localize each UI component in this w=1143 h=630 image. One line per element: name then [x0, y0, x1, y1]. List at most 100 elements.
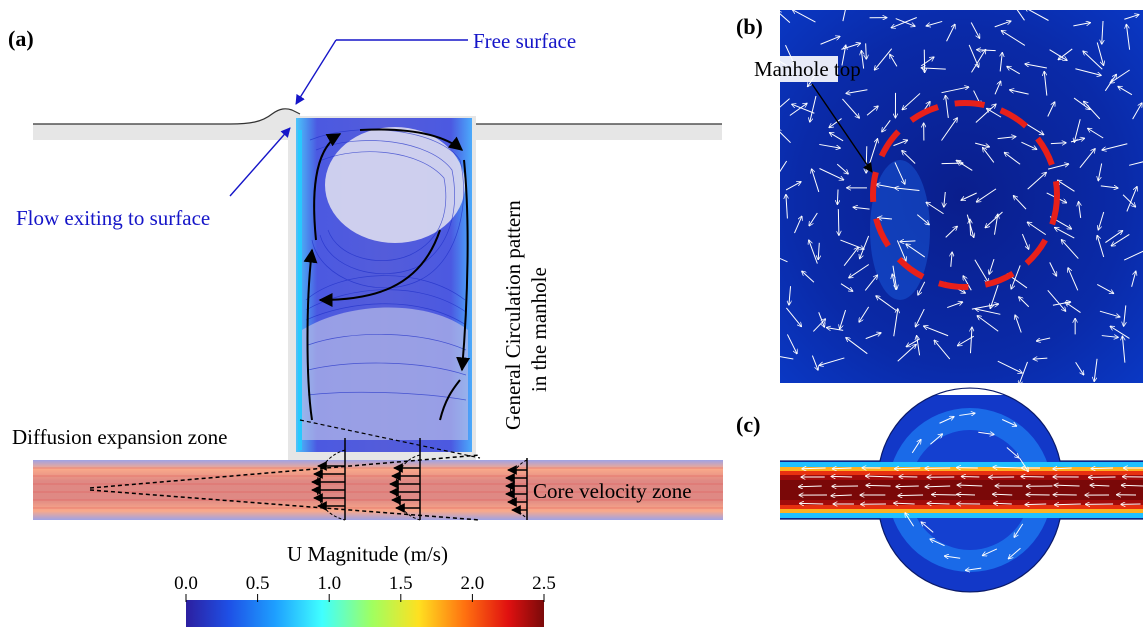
vector-arrow: [853, 207, 870, 209]
vector-arrow: [1053, 468, 1072, 469]
vector-arrow: [926, 20, 943, 26]
colorbar-tick-label: 2.0: [461, 573, 485, 594]
vector-arrow: [1118, 86, 1133, 96]
vector-arrow: [837, 189, 838, 205]
vector-arrow: [911, 439, 921, 454]
vector-arrow: [1124, 305, 1126, 326]
vector-arrow: [799, 503, 824, 504]
vector-arrow: [786, 334, 797, 353]
vector-arrow: [841, 45, 846, 66]
vector-arrow: [1102, 143, 1128, 150]
vector-arrow: [982, 548, 998, 556]
vector-arrow: [1124, 15, 1139, 20]
vector-arrow: [840, 283, 853, 292]
panel-a-label: (a): [8, 26, 34, 51]
vector-arrow: [900, 241, 916, 242]
vector-arrow: [878, 218, 892, 219]
surface-domain: [33, 108, 722, 140]
vector-arrow: [836, 163, 848, 174]
vector-arrow: [970, 22, 979, 39]
vector-arrow: [1004, 152, 1021, 165]
vector-arrow: [1097, 284, 1113, 293]
vector-arrow: [1065, 302, 1081, 313]
vector-arrow: [1050, 143, 1066, 144]
vector-arrow: [876, 296, 897, 311]
manhole-top-callout: Manhole top: [752, 56, 873, 173]
vector-arrow: [978, 432, 994, 434]
vector-arrow: [1027, 172, 1047, 190]
manhole-top-label: Manhole top: [754, 57, 861, 81]
vector-arrow: [829, 133, 844, 142]
vector-arrow: [1025, 504, 1047, 505]
vector-arrow: [846, 338, 868, 355]
vector-arrow: [809, 240, 818, 264]
vector-arrow: [1110, 326, 1130, 339]
vector-arrow: [1021, 476, 1045, 477]
panel-c-outline: [780, 387, 1143, 593]
vector-arrow: [894, 468, 921, 469]
vector-arrow: [818, 242, 819, 260]
vector-arrow: [831, 476, 853, 477]
vector-arrow: [893, 309, 898, 337]
vector-arrow: [1099, 310, 1120, 317]
vector-arrow: [1036, 337, 1051, 341]
vector-arrow: [1013, 196, 1027, 210]
vector-arrow: [840, 309, 847, 329]
vector-arrow: [1055, 227, 1075, 239]
vector-arrow: [957, 485, 983, 486]
vector-arrow: [1044, 71, 1048, 96]
vector-arrow: [1122, 194, 1136, 207]
vector-arrow: [959, 413, 975, 415]
vector-arrow: [905, 513, 915, 527]
colorbar-tick-label: 1.0: [317, 573, 341, 594]
vector-arrow: [957, 494, 976, 495]
vector-arrow: [1019, 297, 1030, 308]
circulation-label-line2: in the manhole: [527, 267, 551, 392]
vector-arrow: [1088, 128, 1104, 139]
vector-arrow: [1126, 187, 1137, 212]
vector-arrow: [1049, 262, 1057, 276]
core-zone-label: Core velocity zone: [533, 479, 692, 503]
vector-arrow: [866, 43, 867, 59]
vector-arrow: [1121, 485, 1143, 486]
vector-arrow: [1111, 234, 1130, 245]
vector-arrow: [993, 467, 1021, 468]
vector-arrow: [975, 309, 1001, 315]
vector-arrow: [861, 51, 863, 69]
diffusion-zone-label: Diffusion expansion zone: [12, 425, 227, 449]
vector-arrow: [1033, 358, 1048, 359]
vector-arrow: [785, 182, 801, 191]
vector-arrow: [947, 302, 962, 309]
vector-arrow: [961, 476, 980, 477]
vector-arrow: [898, 495, 924, 496]
colorbar: U Magnitude (m/s) 0.0 0.5 1.0 1.5 2.0 2.5: [174, 542, 556, 627]
vector-arrow: [891, 17, 917, 28]
vector-arrow: [896, 240, 906, 261]
vector-arrow: [1001, 31, 1026, 46]
vector-arrow: [1019, 361, 1028, 383]
vector-arrow: [1129, 161, 1143, 166]
vector-arrow: [989, 258, 995, 274]
vector-arrow: [1131, 271, 1136, 287]
vector-arrow: [970, 219, 971, 236]
vector-arrow: [819, 357, 845, 365]
vector-arrow: [941, 118, 958, 141]
vector-arrow: [993, 214, 997, 235]
vector-arrow: [780, 129, 791, 144]
vector-arrow: [926, 202, 944, 215]
panel-b: (b) Manhole top: [736, 10, 1143, 383]
vector-arrow: [794, 216, 801, 234]
vector-arrow: [965, 568, 982, 570]
vector-arrow: [1011, 265, 1021, 289]
vector-arrow: [990, 284, 999, 308]
vector-arrow: [786, 194, 788, 219]
vector-arrow: [842, 10, 846, 22]
colorbar-tick-label: 0.5: [246, 573, 270, 594]
vector-arrow: [866, 146, 867, 173]
vector-arrow: [918, 281, 926, 295]
vector-arrow: [977, 316, 999, 332]
vector-arrow: [1102, 20, 1103, 44]
manhole-column: [288, 116, 476, 460]
vector-arrow: [1101, 336, 1119, 338]
panel-c: (c): [736, 387, 1143, 593]
